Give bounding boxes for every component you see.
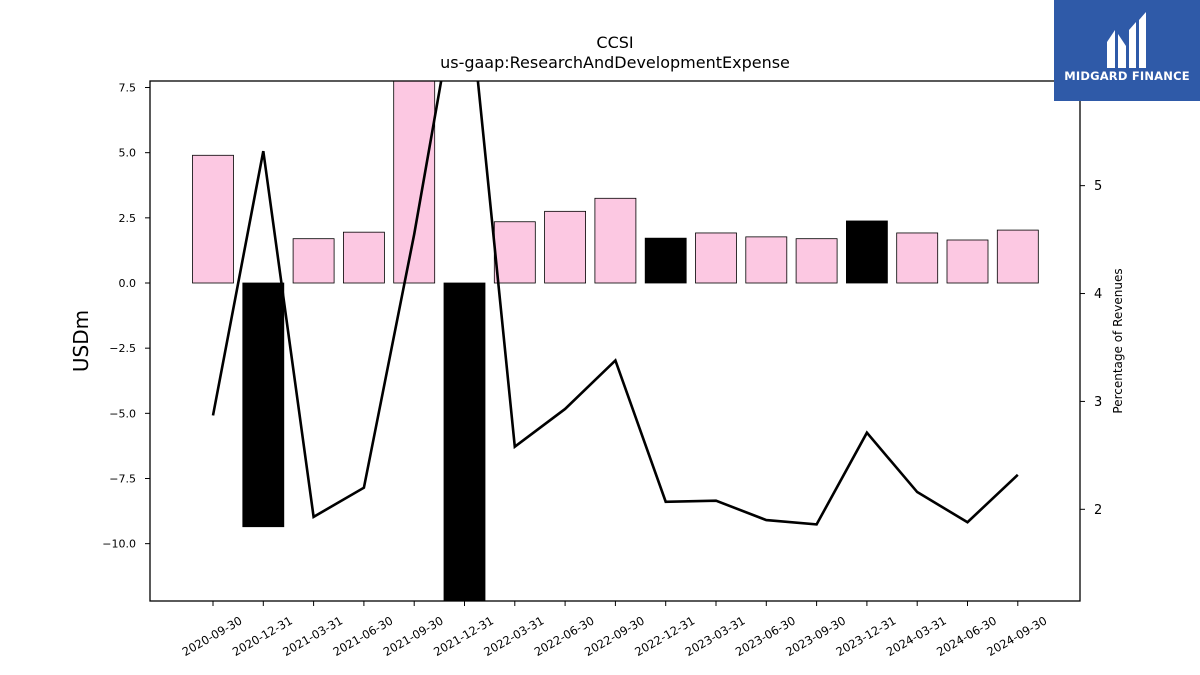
y-axis-label: USDm (69, 310, 93, 372)
x-axis: 2020-09-302020-12-312021-03-312021-06-30… (180, 601, 1049, 659)
bar (695, 232, 737, 284)
bar (342, 231, 385, 284)
bar (896, 232, 939, 284)
y2-axis: 5 4 3 2 (1080, 179, 1102, 518)
y2-tick-label: 3 (1094, 395, 1102, 410)
y2-tick-label: 2 (1094, 503, 1102, 518)
chart-subtitle: us-gaap:ResearchAndDevelopmentExpense (440, 53, 790, 72)
y-tick-label: 0.0 (119, 277, 137, 290)
bar (544, 210, 586, 284)
bar (644, 237, 687, 284)
y2-tick-label: 4 (1094, 287, 1102, 302)
y2-tick-label: 5 (1094, 179, 1102, 194)
y-axis: 7.5 5.0 2.5 0.0 −2.5 −5.0 −7.5 −10.0 (102, 82, 150, 551)
y-tick-label: −5.0 (109, 407, 136, 420)
bar (795, 238, 838, 284)
line-series (211, 81, 1019, 526)
bars (192, 80, 1039, 602)
bar (242, 282, 285, 528)
bar (443, 282, 486, 602)
line-path (211, 81, 1019, 526)
bar (393, 80, 436, 284)
y-tick-label: −2.5 (109, 342, 136, 355)
bar (292, 238, 335, 284)
bar (745, 236, 788, 284)
bar (946, 239, 989, 284)
chart-title: CCSI (596, 33, 633, 52)
bar (594, 197, 637, 284)
bar (192, 154, 234, 284)
brand-logo: MIDGARD FINANCE (1054, 0, 1200, 101)
y2-axis-label: Percentage of Revenues (1111, 268, 1125, 413)
bar (996, 229, 1039, 284)
logo-text: MIDGARD FINANCE (1064, 69, 1190, 83)
y-tick-label: −10.0 (102, 538, 136, 551)
logo-mark-icon (1107, 12, 1146, 68)
y-tick-label: 7.5 (119, 82, 137, 95)
y-tick-label: −7.5 (109, 472, 136, 485)
bar (493, 221, 536, 284)
y-tick-label: 2.5 (119, 212, 137, 225)
bar (846, 220, 888, 284)
y-tick-label: 5.0 (119, 147, 137, 160)
